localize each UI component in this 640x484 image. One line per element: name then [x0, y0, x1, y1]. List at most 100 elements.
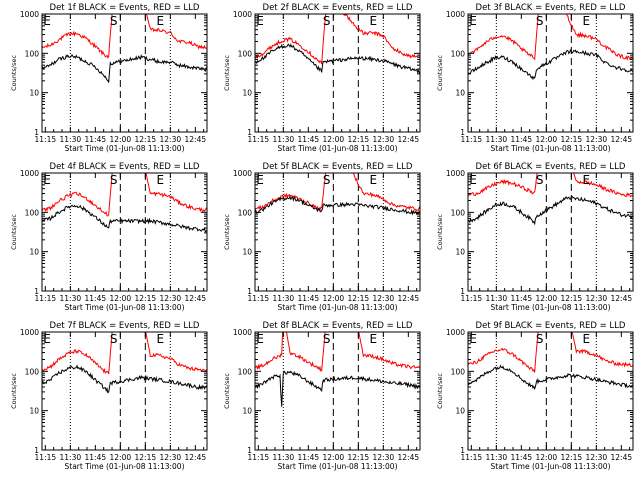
events-series-line [255, 370, 420, 407]
x-axis-label: Start Time (01-Jun-08 11:13:00) [65, 303, 185, 312]
x-tick-label: 12:00 [323, 135, 345, 144]
detector-panel-5: Det 5f BLACK = Events, RED = LLD 1 10 100 10… [223, 162, 421, 312]
eclipse-end-marker: E [469, 14, 477, 28]
saa-start-marker: S [323, 332, 331, 346]
detector-panel-8: Det 8f BLACK = Events, RED = LLD 1 10 100 10… [223, 321, 421, 471]
x-tick-label: 11:30 [486, 294, 508, 303]
x-tick-label: 11:15 [35, 453, 57, 462]
x-tick-label: 11:45 [511, 135, 533, 144]
y-tick-label: 10 [242, 407, 252, 416]
y-tick-label: 10 [29, 407, 39, 416]
saa-start-marker: S [536, 332, 544, 346]
plot-frame [41, 13, 208, 133]
x-tick-label: 12:15 [348, 453, 370, 462]
y-tick-label: 10 [242, 89, 252, 98]
x-tick-label: 12:00 [536, 135, 558, 144]
y-tick-label: 10 [242, 248, 252, 257]
detector-panel-7: Det 7f BLACK = Events, RED = LLD 1 10 100 10… [10, 321, 208, 471]
lld-series-line [42, 173, 207, 217]
y-tick-label: 100 [451, 208, 466, 217]
eclipse-end-marker: E [583, 173, 591, 187]
lld-series-line [255, 332, 420, 372]
y-tick-label: 1000 [446, 169, 465, 178]
y-tick-label: 1 [247, 446, 252, 455]
x-tick-label: 12:00 [110, 453, 132, 462]
x-tick-label: 11:30 [60, 135, 82, 144]
eclipse-end-marker: E [43, 14, 51, 28]
detector-panel-1: Det 1f BLACK = Events, RED = LLD 1 10 100 10… [10, 3, 208, 153]
y-tick-label: 100 [238, 208, 253, 217]
eclipse-end-marker: E [370, 14, 378, 28]
y-tick-label: 1000 [20, 169, 39, 178]
x-tick-label: 12:45 [185, 294, 207, 303]
y-tick-label: 100 [451, 49, 466, 58]
x-tick-label: 11:45 [511, 453, 533, 462]
lld-series-line [255, 14, 420, 65]
y-tick-label: 10 [29, 89, 39, 98]
events-series-line [255, 194, 420, 216]
panel-title: Det 4f BLACK = Events, RED = LLD [50, 162, 200, 172]
panel-title: Det 7f BLACK = Events, RED = LLD [50, 321, 200, 331]
y-tick-label: 1000 [233, 10, 252, 19]
lld-series-line [255, 173, 420, 213]
y-axis-label: Counts/sec [223, 214, 231, 250]
x-tick-label: 12:00 [110, 135, 132, 144]
panel-title: Det 8f BLACK = Events, RED = LLD [263, 321, 413, 331]
plot-frame [467, 172, 634, 292]
y-tick-label: 1 [247, 287, 252, 296]
x-tick-label: 11:15 [248, 135, 270, 144]
x-tick-label: 12:30 [160, 135, 182, 144]
x-tick-label: 11:45 [298, 135, 320, 144]
x-tick-label: 12:30 [586, 135, 608, 144]
x-tick-label: 12:45 [185, 135, 207, 144]
lld-series-line [468, 173, 633, 198]
x-tick-label: 11:45 [298, 294, 320, 303]
panel-title: Det 1f BLACK = Events, RED = LLD [50, 3, 200, 13]
plot-frame [254, 331, 421, 451]
y-tick-label: 100 [451, 367, 466, 376]
plot-frame [254, 13, 421, 133]
saa-start-marker: S [323, 173, 331, 187]
x-tick-label: 11:45 [298, 453, 320, 462]
eclipse-end-marker: E [43, 173, 51, 187]
y-tick-label: 1000 [20, 328, 39, 337]
y-axis-label: Counts/sec [436, 373, 444, 409]
x-tick-label: 12:00 [323, 453, 345, 462]
y-tick-label: 100 [25, 367, 40, 376]
x-tick-label: 12:15 [561, 294, 583, 303]
x-axis-label: Start Time (01-Jun-08 11:13:00) [491, 144, 611, 153]
panel-title: Det 2f BLACK = Events, RED = LLD [263, 3, 413, 13]
events-series-line [42, 53, 207, 83]
x-tick-label: 12:15 [135, 135, 157, 144]
x-tick-label: 11:15 [461, 453, 483, 462]
eclipse-end-marker: E [157, 14, 165, 28]
y-axis-label: Counts/sec [436, 55, 444, 91]
x-tick-label: 12:30 [586, 294, 608, 303]
x-tick-label: 12:00 [536, 294, 558, 303]
x-tick-label: 12:15 [348, 135, 370, 144]
y-tick-label: 1 [247, 128, 252, 137]
x-tick-label: 11:30 [60, 453, 82, 462]
panel-title: Det 6f BLACK = Events, RED = LLD [476, 162, 626, 172]
lld-series-line [42, 332, 207, 375]
panel-title: Det 5f BLACK = Events, RED = LLD [263, 162, 413, 172]
x-tick-label: 12:45 [398, 135, 420, 144]
x-tick-label: 11:15 [248, 294, 270, 303]
saa-start-marker: S [110, 173, 118, 187]
x-tick-label: 12:45 [611, 294, 633, 303]
x-tick-label: 11:15 [248, 453, 270, 462]
x-tick-label: 12:00 [323, 294, 345, 303]
y-axis-label: Counts/sec [223, 373, 231, 409]
panel-title: Det 9f BLACK = Events, RED = LLD [476, 321, 626, 331]
lld-series-line [468, 14, 633, 62]
eclipse-end-marker: E [157, 332, 165, 346]
detector-panel-4: Det 4f BLACK = Events, RED = LLD 1 10 100 10… [10, 162, 208, 312]
y-tick-label: 100 [238, 49, 253, 58]
x-tick-label: 12:30 [160, 453, 182, 462]
eclipse-end-marker: E [370, 173, 378, 187]
y-axis-label: Counts/sec [436, 214, 444, 250]
x-tick-label: 12:45 [611, 453, 633, 462]
y-axis-label: Counts/sec [10, 55, 18, 91]
x-tick-label: 11:45 [85, 135, 107, 144]
x-tick-label: 11:45 [85, 294, 107, 303]
